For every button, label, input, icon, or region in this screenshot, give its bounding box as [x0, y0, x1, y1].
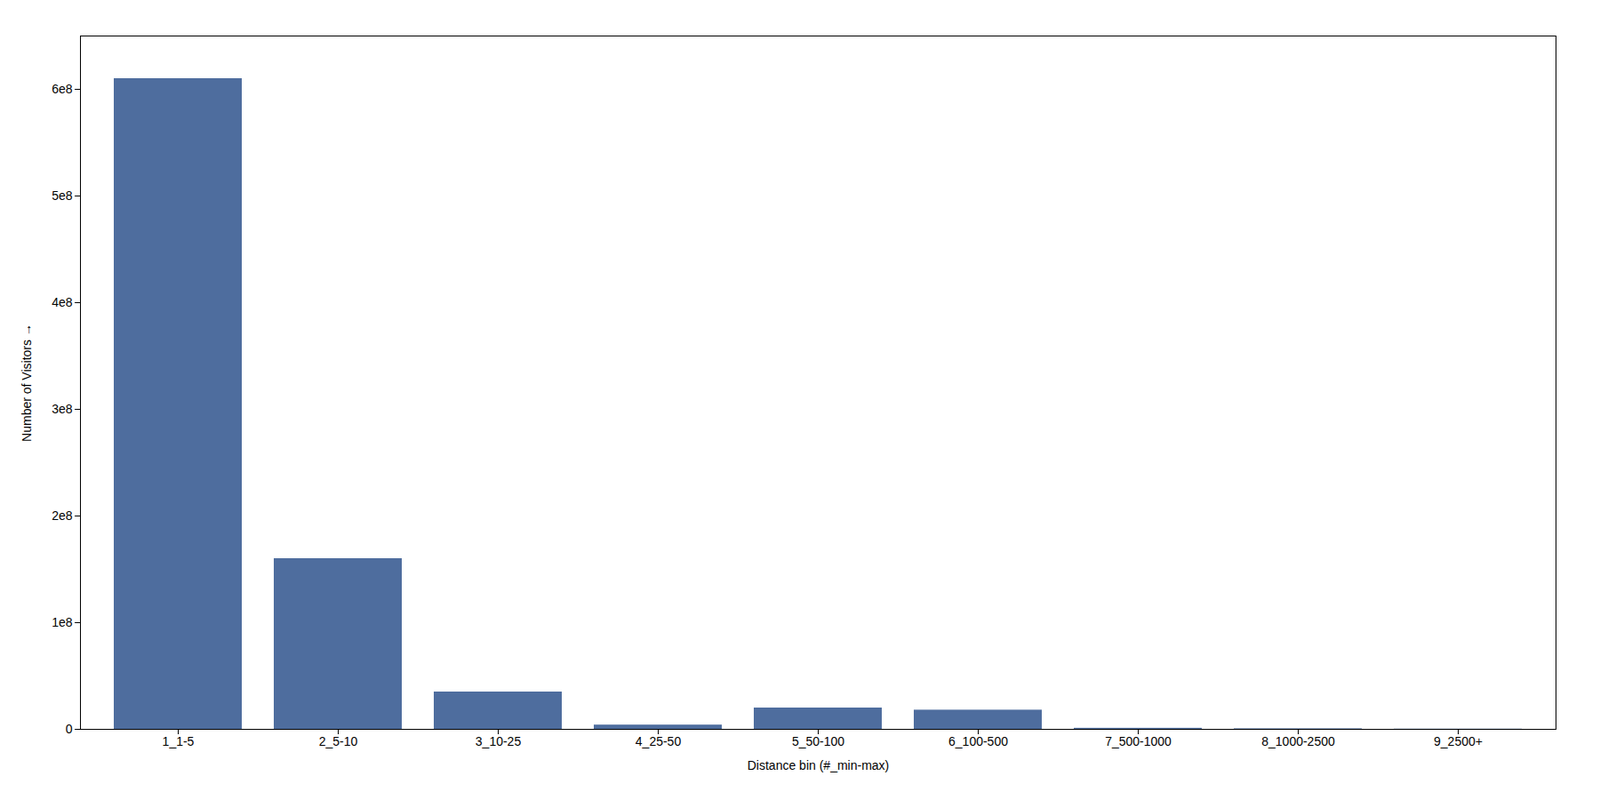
svg-text:2_5-10: 2_5-10 [319, 734, 359, 749]
svg-text:8_1000-2500: 8_1000-2500 [1261, 734, 1336, 749]
svg-text:6_100-500: 6_100-500 [948, 734, 1008, 749]
svg-text:4e8: 4e8 [51, 295, 73, 310]
svg-text:Distance bin (#_min-max): Distance bin (#_min-max) [747, 758, 890, 773]
svg-text:0: 0 [65, 721, 73, 736]
svg-text:5e8: 5e8 [51, 188, 73, 203]
svg-text:2e8: 2e8 [51, 508, 73, 523]
svg-text:4_25-50: 4_25-50 [635, 734, 682, 749]
svg-text:1_1-5: 1_1-5 [162, 734, 195, 749]
svg-text:Number of Visitors →: Number of Visitors → [19, 323, 34, 442]
svg-text:3e8: 3e8 [51, 401, 73, 416]
svg-text:6e8: 6e8 [51, 81, 73, 96]
svg-text:7_500-1000: 7_500-1000 [1104, 734, 1172, 749]
svg-text:5_50-100: 5_50-100 [792, 734, 845, 749]
svg-text:3_10-25: 3_10-25 [475, 734, 522, 749]
svg-text:9_2500+: 9_2500+ [1433, 734, 1483, 749]
svg-text:1e8: 1e8 [51, 615, 73, 630]
